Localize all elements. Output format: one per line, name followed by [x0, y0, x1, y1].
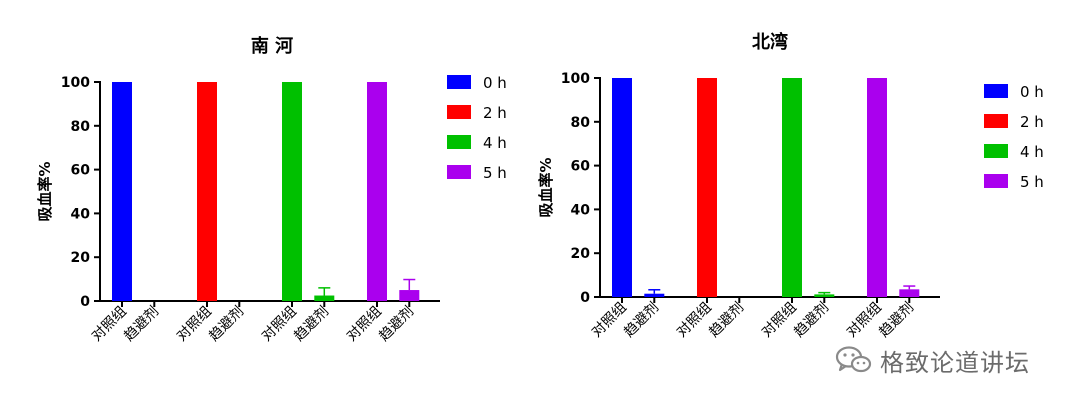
bar-2h-control — [197, 82, 217, 301]
legend-label: 2 h — [1020, 113, 1044, 131]
x-tick-label: 趋避剂 — [121, 304, 162, 345]
x-tick-label: 对照组 — [589, 300, 630, 341]
legend-label: 4 h — [483, 134, 507, 152]
legend-label: 4 h — [1020, 143, 1044, 161]
legend-swatch — [447, 165, 471, 179]
y-tick-label: 60 — [71, 163, 91, 179]
y-tick-label: 80 — [71, 119, 91, 135]
x-tick-label: 对照组 — [259, 304, 300, 345]
watermark-text: 格致论道讲坛 — [880, 348, 1030, 377]
bar-0h-control — [112, 82, 132, 301]
bar-5h-control — [867, 78, 887, 297]
legend-swatch — [984, 144, 1008, 158]
y-tick-label: 100 — [561, 71, 590, 87]
legend-swatch — [447, 75, 471, 89]
watermark: 格致论道讲坛 — [834, 340, 1030, 380]
bar-2h-control — [697, 78, 717, 297]
bar-4h-control — [782, 78, 802, 297]
x-tick-label: 对照组 — [759, 300, 800, 341]
x-tick-label: 对照组 — [844, 300, 885, 341]
y-tick-label: 80 — [571, 115, 591, 131]
y-tick-label: 40 — [71, 206, 91, 222]
x-tick-label: 趋避剂 — [376, 304, 417, 345]
wechat-icon — [835, 346, 872, 373]
legend-swatch — [984, 114, 1008, 128]
bar-5h-repellent — [399, 290, 420, 301]
bar-0h-control — [612, 78, 632, 297]
y-axis-label: 吸血率% — [36, 161, 54, 221]
y-tick-label: 100 — [61, 75, 90, 91]
y-tick-label: 0 — [80, 294, 90, 310]
bar-4h-repellent — [314, 295, 335, 301]
legend-swatch — [984, 174, 1008, 188]
x-tick-label: 趋避剂 — [206, 304, 247, 345]
legend-swatch — [447, 105, 471, 119]
bar-5h-repellent — [899, 289, 920, 297]
x-tick-label: 趋避剂 — [291, 304, 332, 345]
chart-title: 北湾 — [752, 31, 788, 53]
y-tick-label: 20 — [571, 246, 591, 262]
legend-label: 0 h — [1020, 83, 1044, 101]
bar-4h-control — [282, 82, 302, 301]
y-tick-label: 20 — [71, 250, 91, 266]
chart-title: 南 河 — [251, 35, 293, 57]
legend-label: 5 h — [483, 164, 507, 182]
bar-0h-repellent — [644, 293, 665, 297]
legend-label: 5 h — [1020, 173, 1044, 191]
x-tick-label: 趋避剂 — [621, 300, 662, 341]
y-axis-label: 吸血率% — [537, 157, 555, 217]
bar-5h-control — [367, 82, 387, 301]
legend-swatch — [447, 135, 471, 149]
x-tick-label: 趋避剂 — [876, 300, 917, 341]
y-tick-label: 0 — [580, 290, 590, 306]
x-tick-label: 对照组 — [89, 304, 130, 345]
x-tick-label: 对照组 — [174, 304, 215, 345]
x-tick-label: 对照组 — [344, 304, 385, 345]
legend-label: 0 h — [483, 74, 507, 92]
x-tick-label: 趋避剂 — [706, 300, 747, 341]
y-tick-label: 40 — [571, 202, 591, 218]
legend-label: 2 h — [483, 104, 507, 122]
legend-swatch — [984, 84, 1008, 98]
bar-4h-repellent — [814, 294, 835, 297]
x-tick-label: 趋避剂 — [791, 300, 832, 341]
y-tick-label: 60 — [571, 159, 591, 175]
x-tick-label: 对照组 — [674, 300, 715, 341]
